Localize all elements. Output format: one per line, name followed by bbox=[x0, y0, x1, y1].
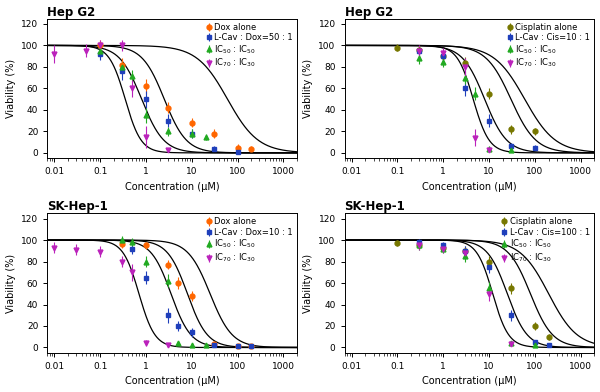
Legend: Cisplatin alone, L-Cav : Cis=100 : 1, IC$_{50}$ : IC$_{50}$, IC$_{70}$ : IC$_{30: Cisplatin alone, L-Cav : Cis=100 : 1, IC… bbox=[499, 216, 592, 266]
Text: Hep G2: Hep G2 bbox=[344, 5, 393, 18]
X-axis label: Concentration (μM): Concentration (μM) bbox=[125, 376, 220, 387]
Y-axis label: Viability (%): Viability (%) bbox=[5, 59, 16, 118]
Y-axis label: Viability (%): Viability (%) bbox=[303, 59, 313, 118]
X-axis label: Concentration (μM): Concentration (μM) bbox=[422, 182, 517, 192]
Text: SK-Hep-1: SK-Hep-1 bbox=[344, 200, 406, 213]
Text: Hep G2: Hep G2 bbox=[47, 5, 95, 18]
Y-axis label: Viability (%): Viability (%) bbox=[303, 254, 313, 312]
Y-axis label: Viability (%): Viability (%) bbox=[5, 254, 16, 312]
X-axis label: Concentration (μM): Concentration (μM) bbox=[125, 182, 220, 192]
X-axis label: Concentration (μM): Concentration (μM) bbox=[422, 376, 517, 387]
Legend: Dox alone, L-Cav : Dox=10 : 1, IC$_{50}$ : IC$_{50}$, IC$_{70}$ : IC$_{30}$: Dox alone, L-Cav : Dox=10 : 1, IC$_{50}$… bbox=[203, 216, 295, 266]
Text: SK-Hep-1: SK-Hep-1 bbox=[47, 200, 108, 213]
Legend: Cisplatin alone, L-Cav : Cis=10 : 1, IC$_{50}$ : IC$_{50}$, IC$_{70}$ : IC$_{30}: Cisplatin alone, L-Cav : Cis=10 : 1, IC$… bbox=[505, 21, 592, 71]
Legend: Dox alone, L-Cav : Dox=50 : 1, IC$_{50}$ : IC$_{50}$, IC$_{70}$ : IC$_{30}$: Dox alone, L-Cav : Dox=50 : 1, IC$_{50}$… bbox=[203, 21, 295, 71]
